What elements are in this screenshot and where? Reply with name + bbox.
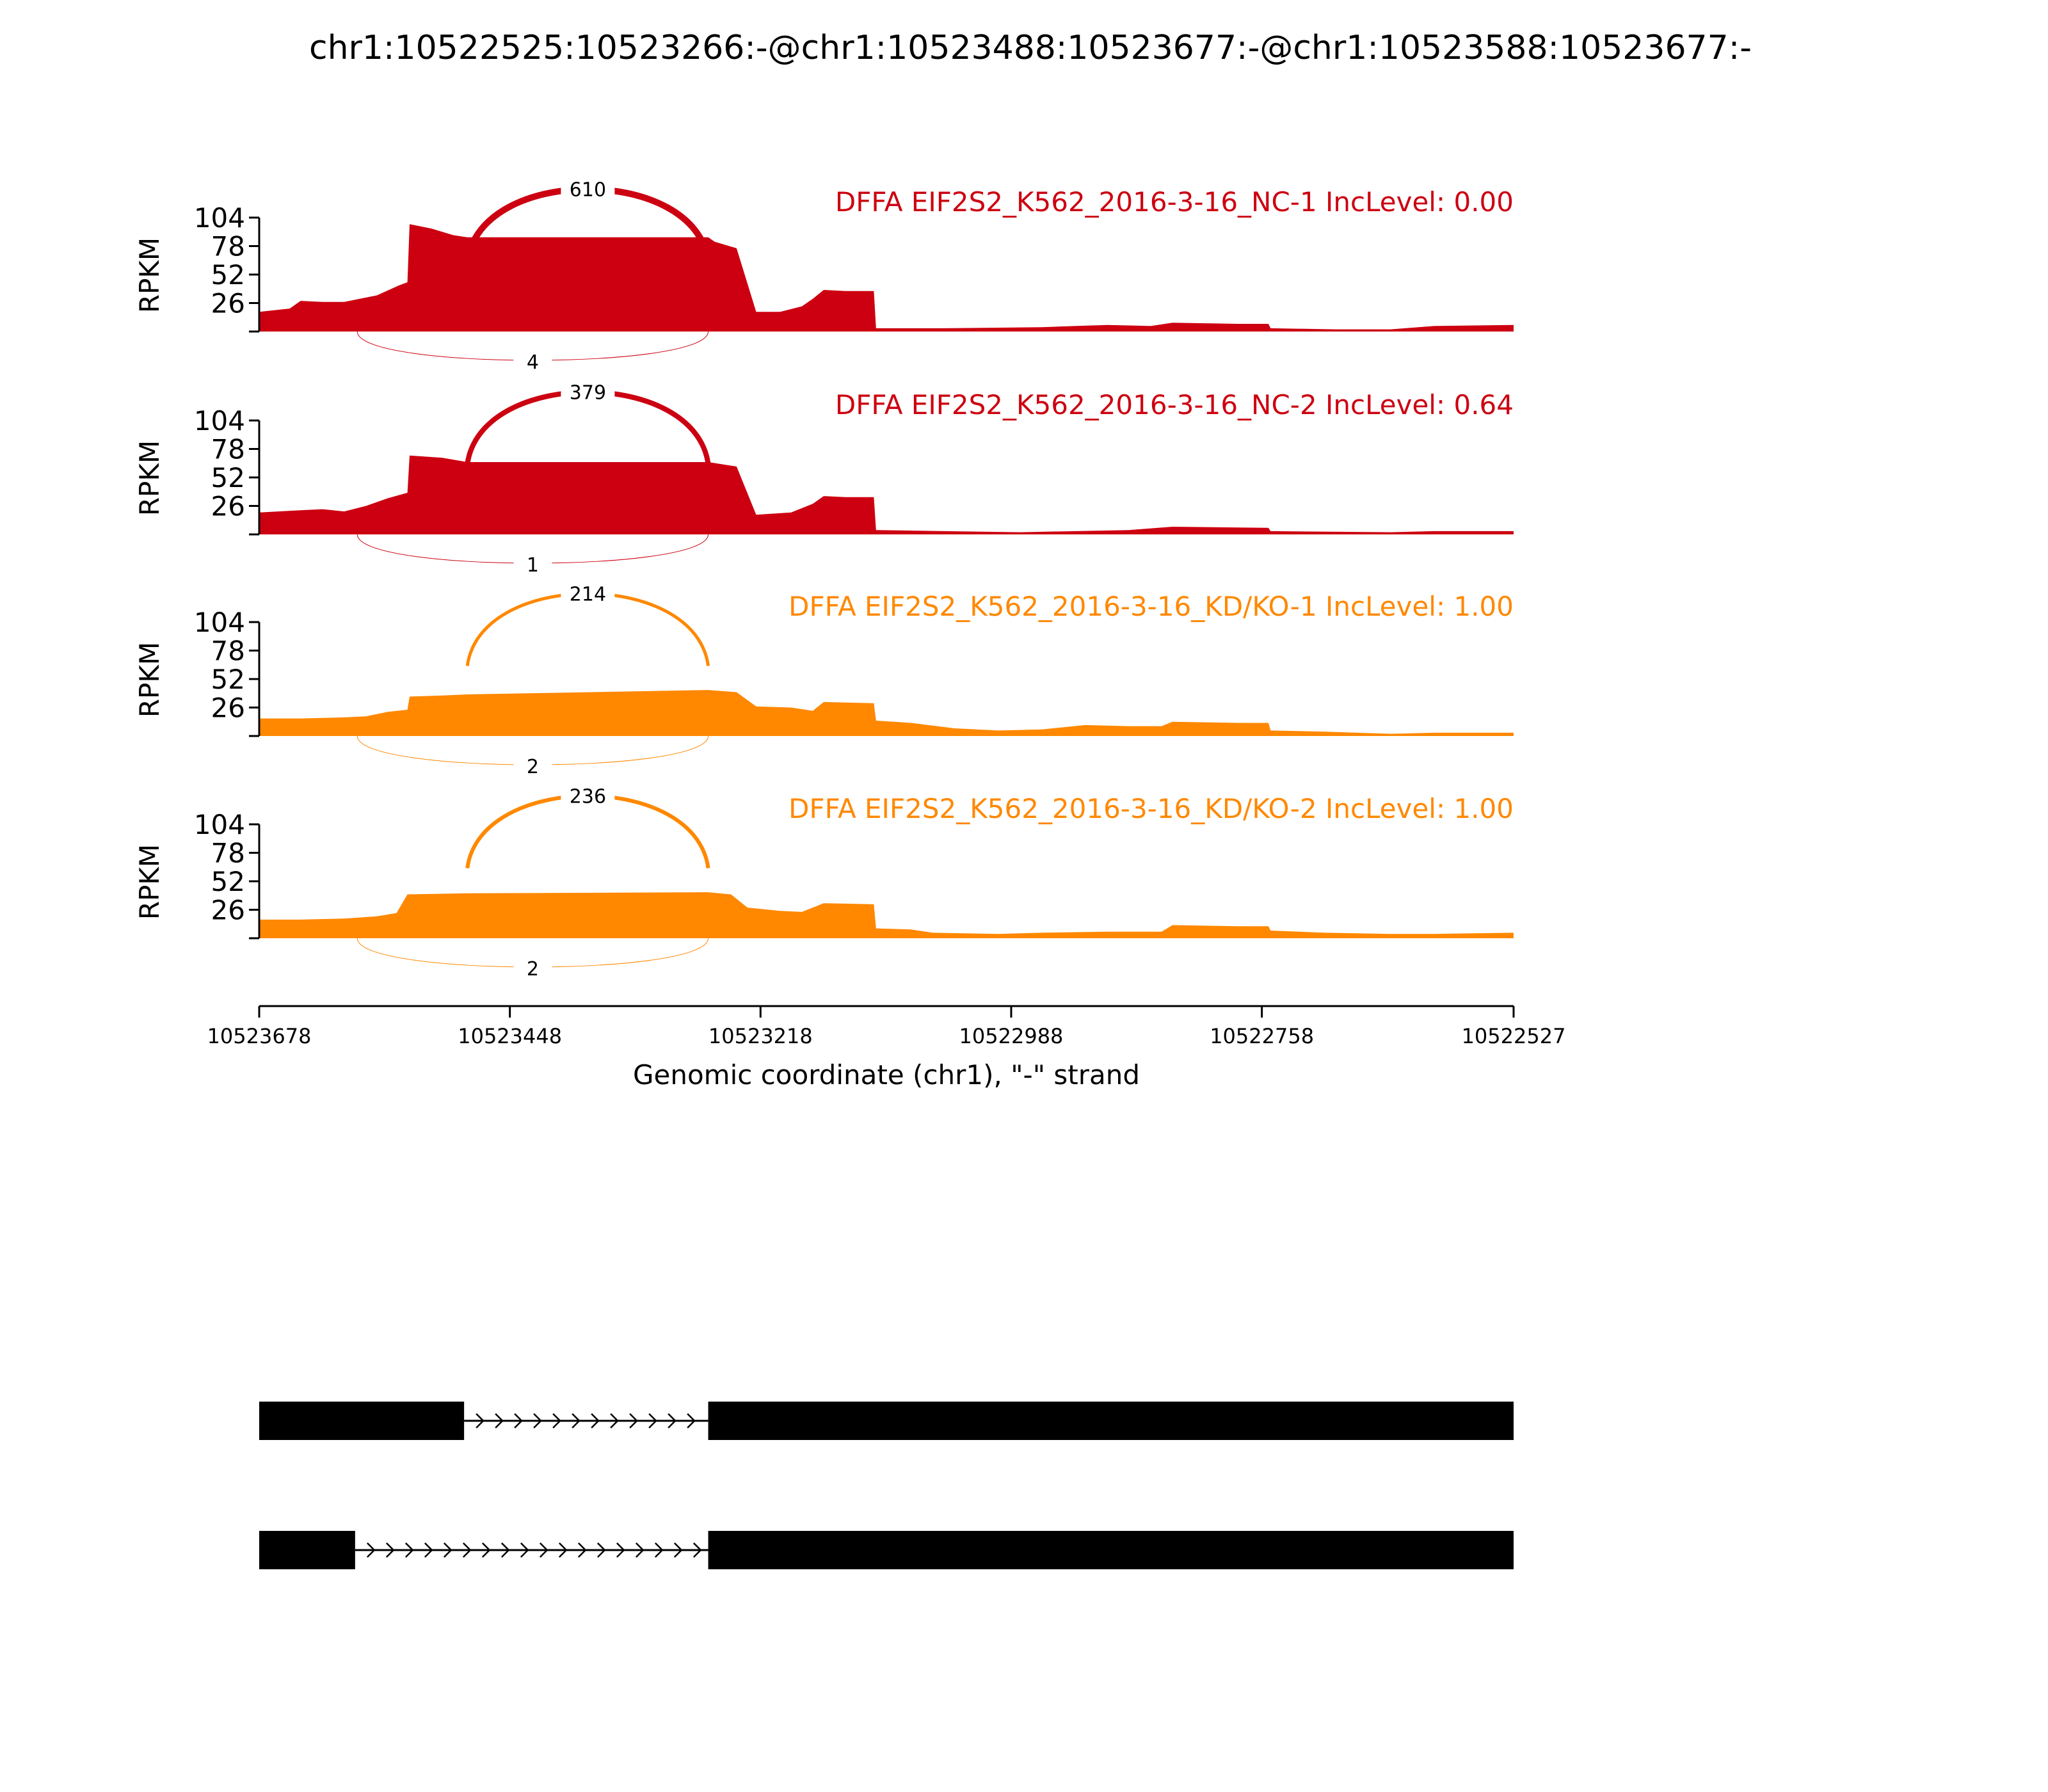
junction-count-above: 379 <box>570 382 606 404</box>
junction-count-bg <box>561 177 615 201</box>
y-tick-label: 26 <box>211 288 245 319</box>
isoform-1 <box>259 1402 1514 1440</box>
strand-arrow <box>514 1413 523 1428</box>
y-tick-label: 52 <box>211 462 245 493</box>
junction-count-below: 2 <box>527 958 539 980</box>
exon-block <box>708 1402 1514 1440</box>
junction-count-above: 610 <box>570 179 606 202</box>
x-tick-label: 10523218 <box>708 1024 813 1048</box>
y-tick-label: 78 <box>211 636 245 667</box>
junction-count-above: 236 <box>570 786 606 808</box>
x-tick-label: 10522758 <box>1210 1024 1314 1048</box>
strand-arrow <box>481 1542 491 1558</box>
coverage-area <box>259 224 1514 332</box>
strand-arrow <box>668 1413 676 1428</box>
junction-count-bg <box>513 957 552 980</box>
y-tick-label: 104 <box>194 405 245 436</box>
track-label: DFFA EIF2S2_K562_2016-3-16_KD/KO-2 IncLe… <box>788 793 1514 824</box>
strand-arrow <box>616 1542 625 1558</box>
strand-arrow <box>558 1542 568 1558</box>
junction-count-above: 214 <box>570 584 606 606</box>
y-axis-label: RPKM <box>134 237 165 313</box>
strand-arrow <box>366 1542 376 1558</box>
y-tick-label: 26 <box>211 491 245 522</box>
junction-count-below: 2 <box>527 756 539 778</box>
junction-count-bg <box>513 351 552 374</box>
junction-count-below: 4 <box>527 351 539 374</box>
junction-count-bg <box>561 784 615 808</box>
y-axis-label: RPKM <box>134 844 165 920</box>
track-label: DFFA EIF2S2_K562_2016-3-16_NC-2 IncLevel… <box>835 389 1514 420</box>
junction-count-below: 1 <box>527 554 539 577</box>
isoform-2 <box>259 1531 1514 1569</box>
strand-arrow <box>404 1542 414 1558</box>
y-axis-label: RPKM <box>134 642 165 717</box>
strand-arrow <box>596 1542 606 1558</box>
strand-arrow <box>610 1413 619 1428</box>
strand-arrow <box>572 1413 580 1428</box>
junction-count-bg <box>561 380 615 404</box>
strand-arrow <box>673 1542 683 1558</box>
y-tick-label: 104 <box>194 607 245 638</box>
junction-count-bg <box>513 554 552 577</box>
strand-arrow <box>552 1413 561 1428</box>
x-axis-label: Genomic coordinate (chr1), "-" strand <box>633 1059 1140 1091</box>
coverage-area <box>259 690 1514 736</box>
exon-block <box>259 1402 465 1440</box>
x-tick-label: 10523448 <box>458 1024 562 1048</box>
y-tick-label: 26 <box>211 692 245 724</box>
coverage-area <box>259 892 1514 938</box>
junction-count-bg <box>561 582 615 605</box>
strand-arrow <box>577 1542 587 1558</box>
strand-arrow <box>443 1542 452 1558</box>
strand-arrow <box>500 1542 510 1558</box>
track-label: DFFA EIF2S2_K562_2016-3-16_KD/KO-1 IncLe… <box>788 591 1514 622</box>
strand-arrow <box>495 1413 504 1428</box>
figure-title: chr1:10522525:10523266:-@chr1:10523488:1… <box>309 29 1752 67</box>
strand-arrow <box>385 1542 395 1558</box>
x-tick-label: 10522527 <box>1462 1024 1566 1048</box>
strand-arrow <box>520 1542 529 1558</box>
strand-arrow <box>591 1413 600 1428</box>
coverage-area <box>259 455 1514 534</box>
isoform-models <box>259 1402 1514 1569</box>
exon-block <box>259 1531 355 1569</box>
strand-arrow <box>462 1542 472 1558</box>
strand-arrow <box>654 1542 664 1558</box>
y-tick-label: 52 <box>211 866 245 897</box>
exon-block <box>708 1531 1514 1569</box>
strand-arrow <box>692 1542 702 1558</box>
y-tick-label: 52 <box>211 259 245 291</box>
strand-arrow <box>635 1542 644 1558</box>
strand-arrow <box>648 1413 657 1428</box>
strand-arrow <box>424 1542 433 1558</box>
junction-count-bg <box>513 755 552 778</box>
y-tick-label: 78 <box>211 231 245 262</box>
strand-arrow <box>533 1413 542 1428</box>
y-tick-label: 78 <box>211 838 245 869</box>
y-tick-label: 52 <box>211 664 245 695</box>
track-label: DFFA EIF2S2_K562_2016-3-16_NC-1 IncLevel… <box>835 186 1514 218</box>
y-tick-label: 26 <box>211 895 245 926</box>
strand-arrow <box>476 1413 484 1428</box>
strand-arrow <box>539 1542 548 1558</box>
strand-arrow <box>687 1413 696 1428</box>
x-tick-label: 10523678 <box>207 1024 312 1048</box>
y-tick-label: 78 <box>211 434 245 465</box>
y-tick-label: 104 <box>194 202 245 234</box>
strand-arrow <box>629 1413 638 1428</box>
x-tick-label: 10522988 <box>959 1024 1064 1048</box>
y-axis-label: RPKM <box>134 440 165 516</box>
y-tick-label: 104 <box>194 809 245 840</box>
genomic-x-axis: 10523678 10523448 10523218 10522988 10522758… <box>207 1005 1566 1091</box>
